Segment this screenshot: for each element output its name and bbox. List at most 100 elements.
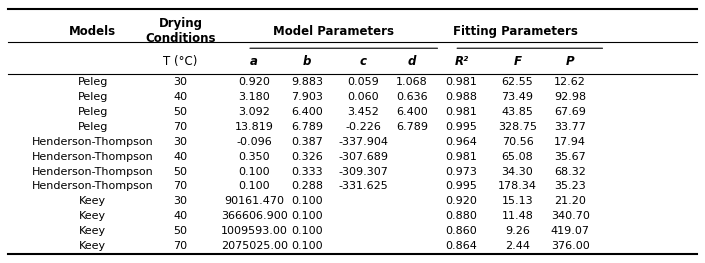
Text: 366606.900: 366606.900 [221,211,288,221]
Text: 13.819: 13.819 [235,122,274,132]
Text: 21.20: 21.20 [554,196,586,206]
Text: 0.100: 0.100 [291,226,323,236]
Text: 70: 70 [173,181,188,191]
Text: 178.34: 178.34 [498,181,537,191]
Text: 0.100: 0.100 [238,181,270,191]
Text: 0.920: 0.920 [446,196,477,206]
Text: b: b [302,55,311,68]
Text: 0.350: 0.350 [238,151,270,161]
Text: Keey: Keey [79,211,106,221]
Text: 2075025.00: 2075025.00 [221,241,288,251]
Text: Henderson-Thompson: Henderson-Thompson [32,181,154,191]
Text: Henderson-Thompson: Henderson-Thompson [32,166,154,176]
Text: 50: 50 [173,107,188,117]
Text: 0.964: 0.964 [446,136,477,146]
Text: a: a [250,55,258,68]
Text: 0.100: 0.100 [291,196,323,206]
Text: T (°C): T (°C) [164,55,197,68]
Text: Models: Models [69,25,116,38]
Text: -331.625: -331.625 [338,181,388,191]
Text: 0.326: 0.326 [291,151,323,161]
Text: 0.059: 0.059 [347,77,379,87]
Text: 30: 30 [173,196,188,206]
Text: 0.981: 0.981 [446,77,477,87]
Text: -309.307: -309.307 [338,166,388,176]
Text: 0.636: 0.636 [396,92,428,102]
Text: 7.903: 7.903 [291,92,323,102]
Text: 0.860: 0.860 [446,226,477,236]
Text: 340.70: 340.70 [551,211,589,221]
Text: P: P [566,55,575,68]
Text: 15.13: 15.13 [502,196,534,206]
Text: Keey: Keey [79,226,106,236]
Text: F: F [513,55,522,68]
Text: 0.100: 0.100 [291,241,323,251]
Text: 419.07: 419.07 [551,226,589,236]
Text: 0.973: 0.973 [446,166,477,176]
Text: 50: 50 [173,166,188,176]
Text: 0.981: 0.981 [446,151,477,161]
Text: 70: 70 [173,122,188,132]
Text: 90161.470: 90161.470 [224,196,284,206]
Text: 40: 40 [173,151,188,161]
Text: 35.23: 35.23 [554,181,586,191]
Text: 34.30: 34.30 [502,166,534,176]
Text: -307.689: -307.689 [338,151,388,161]
Text: 11.48: 11.48 [501,211,534,221]
Text: Drying
Conditions: Drying Conditions [145,17,216,45]
Text: 35.67: 35.67 [554,151,586,161]
Text: 30: 30 [173,77,188,87]
Text: 6.789: 6.789 [396,122,428,132]
Text: 0.981: 0.981 [446,107,477,117]
Text: 1.068: 1.068 [396,77,428,87]
Text: 2.44: 2.44 [505,241,530,251]
Text: 12.62: 12.62 [554,77,586,87]
Text: 40: 40 [173,211,188,221]
Text: 62.55: 62.55 [502,77,534,87]
Text: Henderson-Thompson: Henderson-Thompson [32,151,154,161]
Text: 33.77: 33.77 [554,122,586,132]
Text: 376.00: 376.00 [551,241,589,251]
Text: 6.789: 6.789 [291,122,323,132]
Text: 0.988: 0.988 [446,92,477,102]
Text: Henderson-Thompson: Henderson-Thompson [32,136,154,146]
Text: 67.69: 67.69 [554,107,586,117]
Text: 1009593.00: 1009593.00 [221,226,288,236]
Text: 92.98: 92.98 [554,92,587,102]
Text: 0.288: 0.288 [291,181,323,191]
Text: R²: R² [454,55,468,68]
Text: Peleg: Peleg [78,92,108,102]
Text: 0.387: 0.387 [291,136,323,146]
Text: 328.75: 328.75 [498,122,537,132]
Text: 50: 50 [173,226,188,236]
Text: 3.452: 3.452 [347,107,379,117]
Text: 9.883: 9.883 [291,77,323,87]
Text: Model Parameters: Model Parameters [273,25,393,38]
Text: 17.94: 17.94 [554,136,586,146]
Text: 30: 30 [173,136,188,146]
Text: d: d [408,55,417,68]
Text: 68.32: 68.32 [554,166,586,176]
Text: 0.100: 0.100 [238,166,270,176]
Text: 73.49: 73.49 [501,92,534,102]
Text: 0.995: 0.995 [446,181,477,191]
Text: Peleg: Peleg [78,122,108,132]
Text: 70.56: 70.56 [502,136,534,146]
Text: 9.26: 9.26 [505,226,530,236]
Text: 6.400: 6.400 [396,107,428,117]
Text: Keey: Keey [79,196,106,206]
Text: 0.920: 0.920 [238,77,270,87]
Text: 0.880: 0.880 [446,211,477,221]
Text: 0.333: 0.333 [291,166,323,176]
Text: 0.864: 0.864 [446,241,477,251]
Text: 0.100: 0.100 [291,211,323,221]
Text: -337.904: -337.904 [338,136,388,146]
Text: Keey: Keey [79,241,106,251]
Text: 3.180: 3.180 [238,92,270,102]
Text: Fitting Parameters: Fitting Parameters [453,25,578,38]
Text: c: c [360,55,367,68]
Text: 3.092: 3.092 [238,107,270,117]
Text: 40: 40 [173,92,188,102]
Text: 0.060: 0.060 [348,92,379,102]
Text: 0.995: 0.995 [446,122,477,132]
